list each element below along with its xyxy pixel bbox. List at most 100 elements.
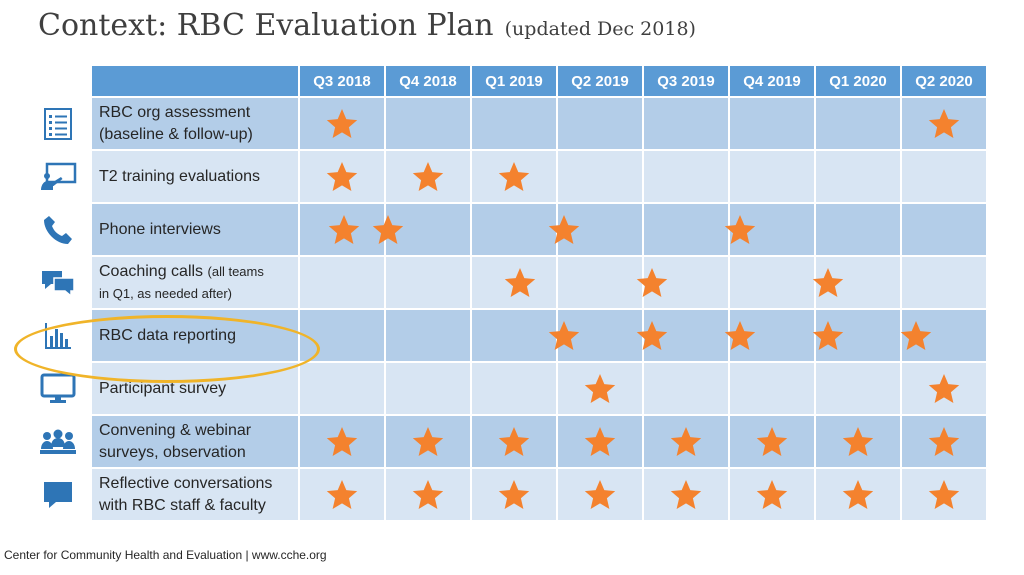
group-icon — [38, 422, 78, 462]
quarter-cell — [814, 202, 902, 257]
quarter-cell — [642, 202, 730, 257]
evaluation-plan-table: Q3 2018 Q4 2018 Q1 2019 Q2 2019 Q3 2019 Q4 20… — [90, 64, 988, 522]
quarter-cell — [298, 202, 386, 257]
star-icon — [842, 479, 874, 511]
quarter-cell — [900, 202, 988, 257]
activity-note: (all teams — [207, 263, 264, 279]
quarter-cell — [814, 149, 902, 204]
star-icon — [670, 426, 702, 458]
star-icon — [584, 373, 616, 405]
star-icon — [584, 479, 616, 511]
quarter-cell — [470, 467, 558, 522]
quarter-cell — [900, 414, 988, 469]
presentation-icon — [38, 157, 78, 197]
quarter-cell — [642, 96, 730, 151]
activity-label: Convening & webinar — [99, 421, 252, 439]
quarter-cell — [384, 361, 472, 416]
header-quarter: Q4 2019 — [728, 64, 816, 98]
slide-title: Context: RBC Evaluation Plan (updated De… — [38, 8, 696, 43]
quarter-cell — [384, 255, 472, 310]
title-main: Context: RBC Evaluation Plan — [38, 8, 494, 43]
header-activity — [90, 64, 300, 98]
header-quarter: Q1 2020 — [814, 64, 902, 98]
star-icon — [636, 267, 668, 299]
activity-cell: Reflective conversations with RBC staff &… — [90, 467, 300, 522]
star-icon — [928, 108, 960, 140]
quarter-cell — [642, 414, 730, 469]
activity-label: RBC org assessment — [99, 103, 251, 121]
quarter-cell — [470, 96, 558, 151]
star-icon — [724, 320, 756, 352]
table-row: Reflective conversations with RBC staff &… — [90, 467, 988, 522]
star-icon — [412, 426, 444, 458]
table-header-row: Q3 2018 Q4 2018 Q1 2019 Q2 2019 Q3 2019 Q4 20… — [90, 64, 988, 98]
checklist-icon — [38, 104, 78, 144]
quarter-cell — [384, 149, 472, 204]
table-row: RBC org assessment (baseline & follow-up) — [90, 96, 988, 151]
quarter-cell — [556, 149, 644, 204]
quarter-cell — [728, 96, 816, 151]
quarter-cell — [470, 361, 558, 416]
quarter-cell — [298, 96, 386, 151]
star-icon — [548, 214, 580, 246]
star-icon — [584, 426, 616, 458]
quarter-cell — [900, 255, 988, 310]
header-quarter: Q1 2019 — [470, 64, 558, 98]
header-quarter: Q2 2020 — [900, 64, 988, 98]
quarter-cell — [556, 255, 644, 310]
star-icon — [326, 161, 358, 193]
table-body: RBC org assessment (baseline & follow-up)… — [90, 96, 988, 522]
star-icon — [670, 479, 702, 511]
quarter-cell — [900, 361, 988, 416]
star-icon — [756, 479, 788, 511]
table-row: Convening & webinar surveys, observation — [90, 414, 988, 469]
quarter-cell — [298, 255, 386, 310]
monitor-icon — [38, 369, 78, 409]
star-icon — [372, 214, 404, 246]
activity-cell: Convening & webinar surveys, observation — [90, 414, 300, 469]
quarter-cell — [900, 96, 988, 151]
star-icon — [326, 108, 358, 140]
activity-cell: RBC org assessment (baseline & follow-up) — [90, 96, 300, 151]
star-icon — [842, 426, 874, 458]
quarter-cell — [556, 467, 644, 522]
quarter-cell — [298, 361, 386, 416]
star-icon — [328, 214, 360, 246]
quarter-cell — [642, 467, 730, 522]
quarter-cell — [556, 96, 644, 151]
star-icon — [326, 426, 358, 458]
star-icon — [498, 479, 530, 511]
quarter-cell — [814, 96, 902, 151]
quarter-cell — [384, 414, 472, 469]
header-quarter: Q3 2019 — [642, 64, 730, 98]
activity-label: T2 training evaluations — [99, 167, 260, 185]
highlight-ellipse — [14, 315, 320, 383]
quarter-cell — [900, 467, 988, 522]
star-icon — [498, 161, 530, 193]
table-row: Coaching calls (all teams in Q1, as neede… — [90, 255, 988, 310]
activity-cell: Coaching calls (all teams in Q1, as neede… — [90, 255, 300, 310]
star-icon — [928, 426, 960, 458]
quarter-cell — [470, 308, 558, 363]
activity-label-line2: surveys, observation — [99, 443, 246, 461]
star-icon — [812, 267, 844, 299]
phone-icon — [38, 210, 78, 250]
title-subtitle: (updated Dec 2018) — [504, 18, 696, 40]
star-icon — [412, 479, 444, 511]
activity-label-line2: with RBC staff & faculty — [99, 496, 266, 514]
quarter-cell — [470, 149, 558, 204]
quarter-cell — [814, 308, 902, 363]
quarter-cell — [556, 361, 644, 416]
star-icon — [504, 267, 536, 299]
activity-label: Participant survey — [99, 379, 227, 397]
activity-label-line2: in Q1, as needed after) — [99, 285, 232, 301]
star-icon — [498, 426, 530, 458]
quarter-cell — [728, 414, 816, 469]
star-icon — [724, 214, 756, 246]
quarter-cell — [384, 308, 472, 363]
quarter-cell — [900, 149, 988, 204]
star-icon — [928, 479, 960, 511]
table-row: Phone interviews — [90, 202, 988, 257]
star-icon — [548, 320, 580, 352]
quarter-cell — [728, 149, 816, 204]
